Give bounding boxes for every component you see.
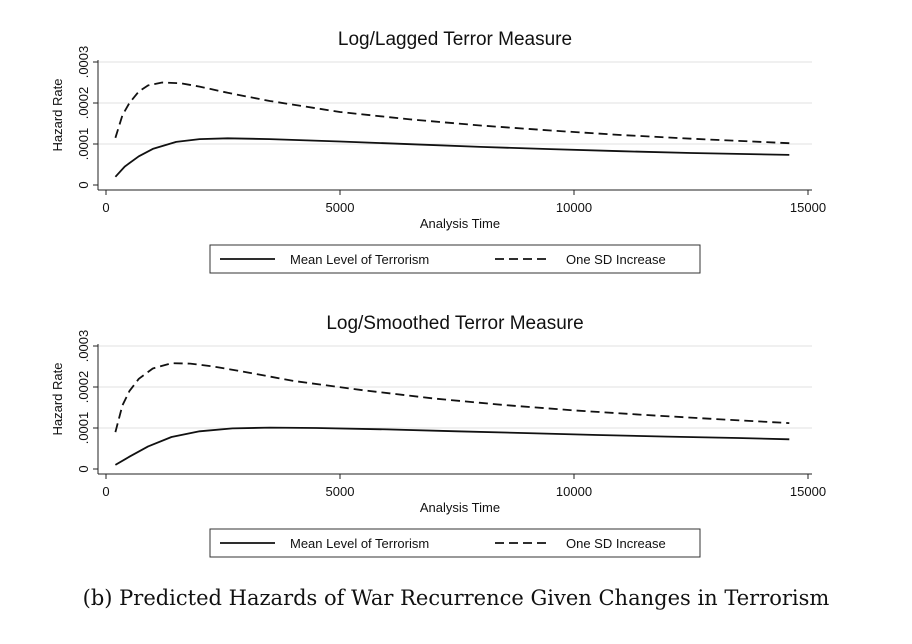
panel2-x-tick-label: 5000 bbox=[326, 484, 355, 499]
panel1-y-tick-label: .0001 bbox=[76, 128, 91, 161]
panel1-x-tick-label: 5000 bbox=[326, 200, 355, 215]
panel2-legend-label-2: One SD Increase bbox=[566, 536, 666, 551]
panel1-y-tick-label: 0 bbox=[76, 181, 91, 188]
panel2-x-axis-label: Analysis Time bbox=[420, 500, 500, 515]
panel2-y-tick-label: 0 bbox=[76, 465, 91, 472]
panel2-y-tick-label: .0001 bbox=[76, 412, 91, 445]
panel2-x-tick-label: 0 bbox=[102, 484, 109, 499]
panel2-series-line-2 bbox=[114, 362, 790, 433]
panel1-legend-box bbox=[209, 244, 701, 274]
figure-caption: (b) Predicted Hazards of War Recurrence … bbox=[82, 586, 830, 610]
panel1-legend-label-2: One SD Increase bbox=[566, 252, 666, 267]
panel2-y-tick-label: .0002 bbox=[76, 371, 91, 404]
panel2-y-axis-label: Hazard Rate bbox=[50, 363, 65, 436]
panel1-x-tick-label: 10000 bbox=[556, 200, 592, 215]
panel1-x-tick-label: 15000 bbox=[790, 200, 826, 215]
panel2-title: Log/Smoothed Terror Measure bbox=[326, 313, 583, 334]
panel2-y-tick-label: .0003 bbox=[76, 330, 91, 363]
panel1-series-line-2 bbox=[114, 81, 790, 145]
panel1-y-tick-label: .0002 bbox=[76, 87, 91, 120]
panel1-series-line-1 bbox=[114, 137, 790, 178]
panel2-legend-box bbox=[209, 528, 701, 558]
panel2-x-tick-label: 10000 bbox=[556, 484, 592, 499]
panel2-series-line-1 bbox=[114, 426, 790, 466]
figure: Log/Lagged Terror Measure 0 .0001 .0002 .000… bbox=[50, 29, 826, 558]
panel1-title: Log/Lagged Terror Measure bbox=[338, 29, 572, 50]
panel1-x-axis-label: Analysis Time bbox=[420, 216, 500, 231]
panel2-x-tick-label: 15000 bbox=[790, 484, 826, 499]
panel2-legend-label-1: Mean Level of Terrorism bbox=[290, 536, 429, 551]
panel1-y-tick-label: .0003 bbox=[76, 46, 91, 79]
panel1-y-axis-label: Hazard Rate bbox=[50, 79, 65, 152]
panel1-legend-label-1: Mean Level of Terrorism bbox=[290, 252, 429, 267]
panel1-x-tick-label: 0 bbox=[102, 200, 109, 215]
